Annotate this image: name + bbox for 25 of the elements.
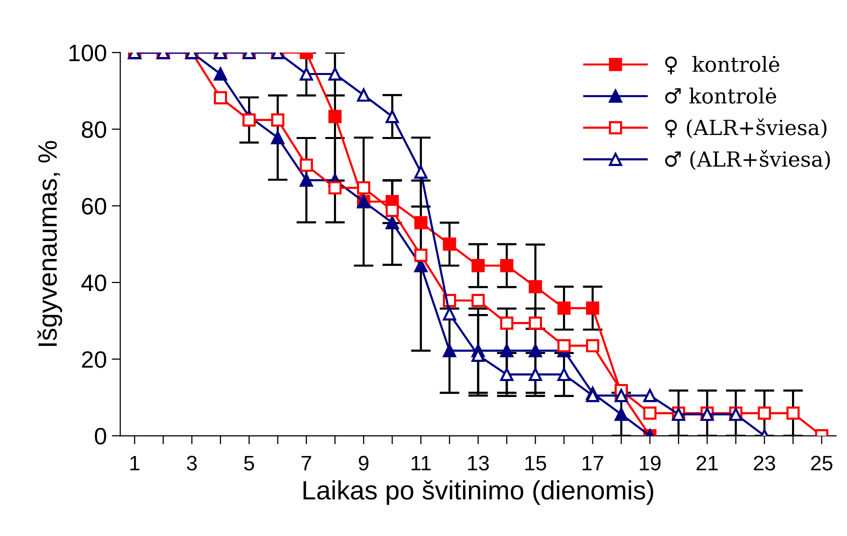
- x-tick-label: 1: [130, 456, 140, 470]
- x-tick-label: 7: [302, 456, 312, 470]
- y-tick-label: 20: [82, 351, 106, 368]
- legend-label: ♀ (ALR+šviesa): [665, 118, 826, 138]
- x-tick-label: 3: [186, 456, 197, 471]
- x-axis-title: Laikas po švitinimo (dienomis): [304, 480, 654, 505]
- y-tick-label: 0: [94, 428, 106, 445]
- y-tick-label: 40: [81, 274, 106, 292]
- x-tick-label: 25: [811, 456, 832, 471]
- legend-label: ♀ kontrolė: [665, 56, 780, 74]
- x-tick-label: 15: [525, 456, 546, 471]
- y-tick-label: 60: [82, 198, 106, 215]
- legend-label: ♂ kontrolė: [665, 87, 776, 104]
- y-axis-title: Išgyvenaumas, %: [37, 140, 62, 346]
- legend-label: ♂ (ALR+šviesa): [665, 150, 830, 170]
- x-tick-label: 11: [412, 456, 431, 470]
- x-tick-label: 9: [358, 456, 368, 471]
- x-tick-label: 5: [244, 456, 254, 471]
- x-tick-label: 23: [754, 456, 776, 471]
- y-tick-label: 80: [82, 121, 106, 138]
- x-tick-label: 21: [696, 456, 718, 470]
- x-tick-label: 19: [640, 456, 661, 471]
- y-tick-label: 100: [69, 44, 106, 62]
- x-tick-label: 13: [468, 456, 489, 471]
- x-tick-label: 17: [582, 456, 604, 470]
